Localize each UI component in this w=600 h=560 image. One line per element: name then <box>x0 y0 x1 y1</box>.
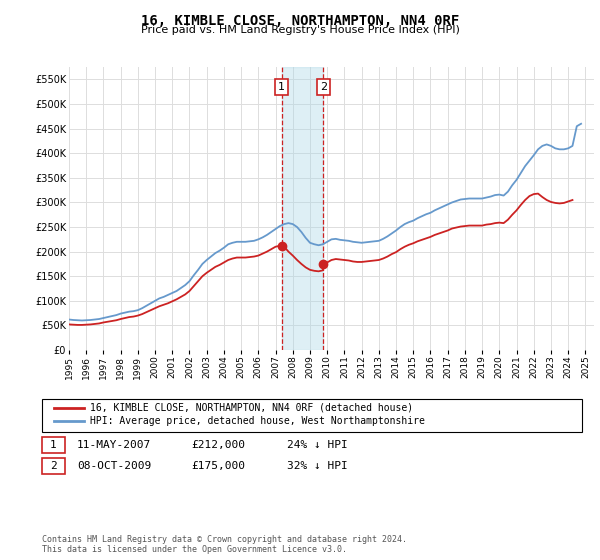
Text: 16, KIMBLE CLOSE, NORTHAMPTON, NN4 0RF (detached house): 16, KIMBLE CLOSE, NORTHAMPTON, NN4 0RF (… <box>90 403 413 413</box>
Text: 32% ↓ HPI: 32% ↓ HPI <box>287 461 347 471</box>
Text: 1: 1 <box>50 440 57 450</box>
Text: HPI: Average price, detached house, West Northamptonshire: HPI: Average price, detached house, West… <box>90 416 425 426</box>
Text: 11-MAY-2007: 11-MAY-2007 <box>77 440 151 450</box>
Text: 2: 2 <box>50 461 57 471</box>
Text: Contains HM Land Registry data © Crown copyright and database right 2024.
This d: Contains HM Land Registry data © Crown c… <box>42 535 407 554</box>
Text: 24% ↓ HPI: 24% ↓ HPI <box>287 440 347 450</box>
Text: 2: 2 <box>320 82 327 92</box>
Text: 1: 1 <box>278 82 285 92</box>
Bar <box>282 67 323 350</box>
Text: £212,000: £212,000 <box>191 440 245 450</box>
Text: Price paid vs. HM Land Registry's House Price Index (HPI): Price paid vs. HM Land Registry's House … <box>140 25 460 35</box>
Text: 16, KIMBLE CLOSE, NORTHAMPTON, NN4 0RF: 16, KIMBLE CLOSE, NORTHAMPTON, NN4 0RF <box>141 14 459 28</box>
Text: £175,000: £175,000 <box>191 461 245 471</box>
Text: 08-OCT-2009: 08-OCT-2009 <box>77 461 151 471</box>
